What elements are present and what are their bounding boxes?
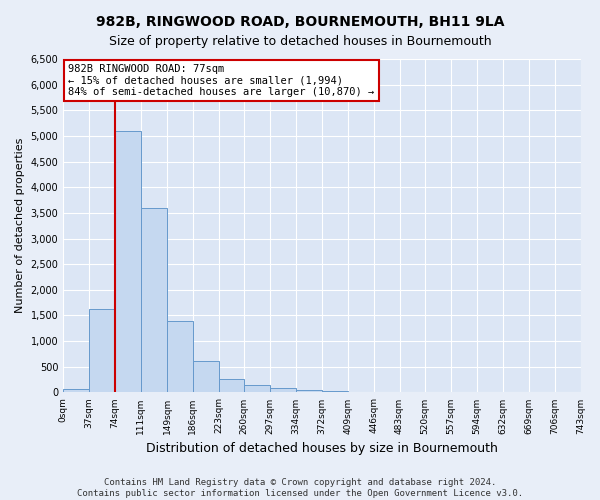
Bar <box>63 390 89 392</box>
Text: 982B, RINGWOOD ROAD, BOURNEMOUTH, BH11 9LA: 982B, RINGWOOD ROAD, BOURNEMOUTH, BH11 9… <box>96 15 504 29</box>
Text: Size of property relative to detached houses in Bournemouth: Size of property relative to detached ho… <box>109 35 491 48</box>
Bar <box>193 360 218 392</box>
Bar <box>270 388 296 392</box>
Bar <box>167 320 193 392</box>
Bar <box>322 391 348 392</box>
Bar <box>89 310 115 392</box>
Bar <box>244 385 270 392</box>
X-axis label: Distribution of detached houses by size in Bournemouth: Distribution of detached houses by size … <box>146 442 498 455</box>
Bar <box>296 390 322 392</box>
Bar <box>218 378 244 392</box>
Text: 982B RINGWOOD ROAD: 77sqm
← 15% of detached houses are smaller (1,994)
84% of se: 982B RINGWOOD ROAD: 77sqm ← 15% of detac… <box>68 64 375 97</box>
Y-axis label: Number of detached properties: Number of detached properties <box>15 138 25 314</box>
Text: Contains HM Land Registry data © Crown copyright and database right 2024.
Contai: Contains HM Land Registry data © Crown c… <box>77 478 523 498</box>
Bar <box>115 131 140 392</box>
Bar <box>140 208 167 392</box>
